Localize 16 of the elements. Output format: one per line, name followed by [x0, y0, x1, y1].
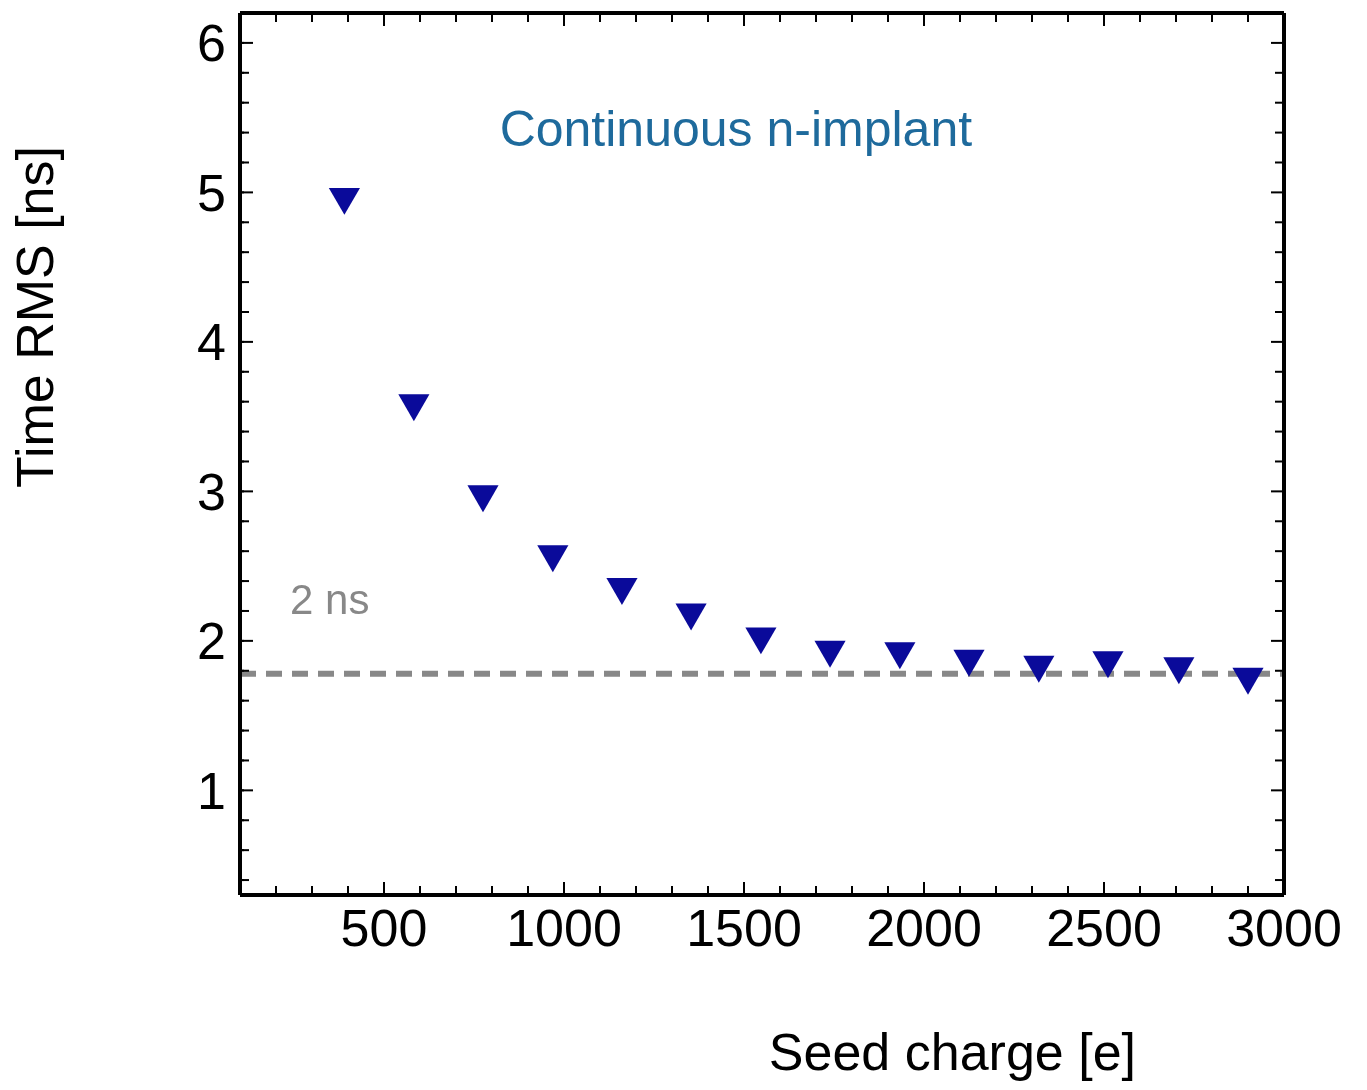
- x-tick-label: 2000: [866, 898, 982, 957]
- x-tick-label: 1000: [506, 898, 622, 957]
- annotation: Continuous n-implant: [499, 101, 973, 157]
- ref-line-label: 2 ns: [290, 575, 370, 623]
- y-axis-title: Time RMS [ns]: [6, 146, 65, 488]
- y-tick-label: 1: [197, 761, 226, 820]
- y-tick-label: 3: [197, 462, 226, 521]
- x-tick-label: 1500: [686, 898, 802, 957]
- y-tick-label: 6: [197, 14, 226, 73]
- x-tick-label: 2500: [1046, 898, 1162, 957]
- x-axis-title: Seed charge [e]: [768, 1023, 1136, 1081]
- y-tick-label: 2: [197, 612, 226, 671]
- y-tick-label: 4: [197, 313, 226, 372]
- x-tick-label: 3000: [1226, 898, 1342, 957]
- x-tick-label: 500: [340, 898, 428, 957]
- y-tick-label: 5: [197, 163, 226, 222]
